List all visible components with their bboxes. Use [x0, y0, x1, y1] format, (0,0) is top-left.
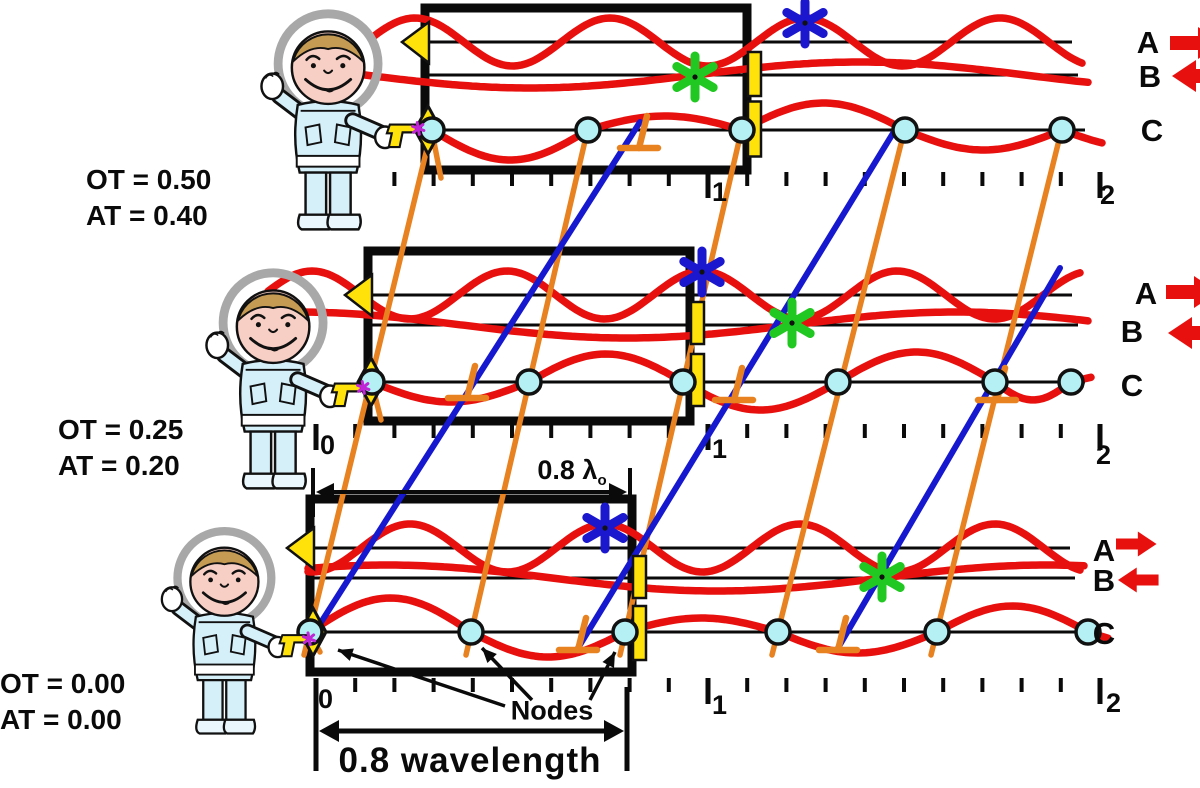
trace-c-label: C — [1120, 368, 1144, 403]
at-value: AT = 0.00 — [0, 704, 122, 735]
phase-track-line — [308, 119, 643, 641]
axis-label-2: 2 — [1106, 688, 1122, 718]
green-asterisk-icon-center — [692, 74, 698, 80]
lambda-subscript: o — [597, 472, 607, 490]
arrowhead-left-icon — [316, 483, 334, 501]
wall-triangle-icon — [342, 272, 374, 319]
trace-a-label: A — [1136, 25, 1160, 60]
axis-label-0: 0 — [318, 684, 334, 714]
node-marker — [1048, 116, 1076, 144]
at-value: AT = 0.40 — [86, 200, 208, 231]
node-marker — [1074, 618, 1102, 646]
blue-asterisk-icon-center — [802, 20, 808, 26]
arrowhead-icon — [338, 648, 354, 661]
wall-reflector — [689, 300, 706, 346]
wavelength-span-label: 0.8 wavelength — [338, 741, 602, 780]
axis-label-1: 1 — [712, 690, 728, 720]
wave-a — [370, 14, 1086, 70]
wave-b — [264, 308, 1092, 342]
trace-b-label: B — [1092, 563, 1116, 598]
axis-label-1: 1 — [712, 177, 728, 207]
nodes-label: Nodes — [510, 695, 594, 726]
wall-reflector — [631, 554, 648, 600]
wave-a-direction-arrow-icon — [1170, 27, 1200, 59]
axis-label-1: 1 — [712, 434, 728, 464]
gun-spark-icon — [357, 382, 370, 393]
blue-asterisk-icon-center — [602, 525, 608, 531]
arrowhead-icon — [482, 648, 497, 664]
green-asterisk-icon-center — [879, 574, 885, 580]
gun-spark-icon — [412, 123, 425, 134]
ot-value: OT = 0.50 — [86, 164, 212, 195]
trace-b-label: B — [1120, 314, 1144, 349]
tee-marker — [574, 614, 590, 654]
wave-c — [368, 348, 1095, 414]
tee-marker — [730, 364, 746, 404]
wave-b-direction-arrow-icon — [1168, 317, 1200, 349]
wave-a-direction-arrow-icon — [1166, 276, 1200, 308]
wave-b-direction-arrow-icon — [1172, 60, 1200, 92]
node-marker — [981, 368, 1009, 396]
at-value: AT = 0.20 — [58, 450, 180, 481]
gun-spark-icon — [302, 633, 316, 645]
trace-c-label: C — [1140, 113, 1164, 148]
node-marker — [611, 618, 639, 646]
wall-triangle-icon — [284, 525, 316, 572]
wave-a-direction-arrow-icon — [1116, 531, 1157, 557]
arrowhead-left-icon — [319, 720, 339, 742]
arrowhead-icon — [602, 652, 615, 668]
astronaut — [261, 14, 417, 230]
tee-marker — [635, 112, 651, 152]
node-marker — [891, 116, 919, 144]
tee-marker — [463, 362, 479, 402]
arrowhead-right-icon — [609, 483, 627, 501]
axis-label-2: 2 — [1100, 180, 1116, 210]
trace-b-label: B — [1138, 59, 1162, 94]
tee-marker — [834, 614, 850, 654]
ot-at-middle: OT = 0.25 AT = 0.20 — [58, 412, 183, 484]
pointer-line — [337, 648, 506, 708]
node-marker — [923, 618, 951, 646]
wave-c — [306, 594, 1112, 661]
green-asterisk-icon-center — [789, 320, 795, 326]
lambda-span-label: 0.8 λo — [537, 455, 606, 489]
node-marker — [457, 618, 485, 646]
arrowhead-right-icon — [604, 720, 624, 742]
ot-at-bottom: OT = 0.00 AT = 0.00 — [0, 666, 125, 738]
node-marker — [824, 368, 852, 396]
ot-value: OT = 0.00 — [0, 668, 126, 699]
wave-a — [304, 520, 1084, 576]
node-marker — [515, 368, 543, 396]
node-marker — [1057, 368, 1085, 396]
astronaut — [206, 273, 362, 489]
node-marker — [669, 368, 697, 396]
axis-label-0: 0 — [320, 430, 336, 460]
node-marker — [574, 116, 602, 144]
wall-reflector — [746, 50, 763, 98]
astronaut — [162, 531, 308, 733]
trace-a-label: A — [1134, 276, 1158, 311]
ot-at-top: OT = 0.50 AT = 0.40 — [86, 162, 211, 234]
node-marker — [764, 618, 792, 646]
wave-b-direction-arrow-icon — [1118, 567, 1159, 593]
node-marker — [728, 116, 756, 144]
wave-c — [428, 99, 1106, 164]
trace-c-label: C — [1092, 616, 1116, 651]
blue-asterisk-icon-center — [699, 269, 705, 275]
axis-label-2: 2 — [1096, 440, 1112, 470]
ot-value: OT = 0.25 — [58, 414, 184, 445]
wall-triangle-icon — [399, 19, 431, 66]
lambda-text: 0.8 λ — [537, 454, 598, 485]
trace-a-label: A — [1092, 533, 1116, 568]
